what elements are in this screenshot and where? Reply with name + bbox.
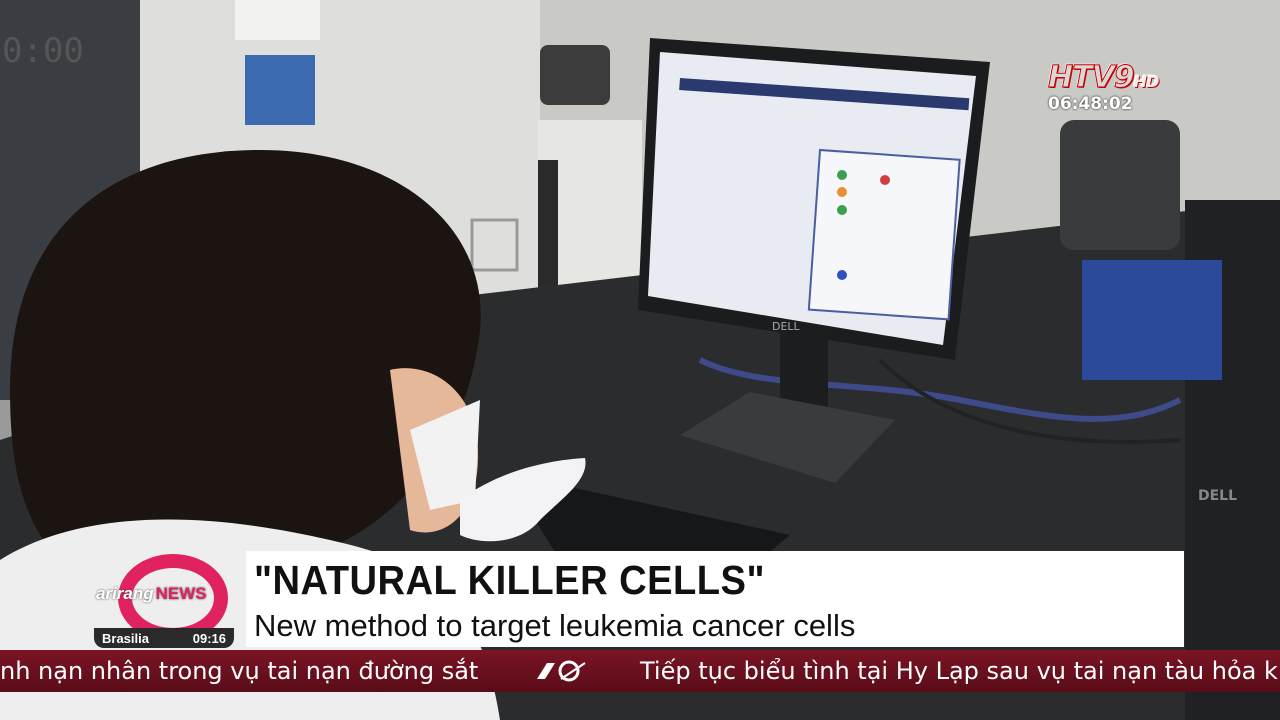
plate-well-green: [837, 170, 847, 180]
ticker-item: Tiếp tục biểu tình tại Hy Lạp sau vụ tai…: [640, 657, 1280, 685]
arirang-brand-name: arirang: [96, 584, 154, 603]
plate-well-blue: [837, 270, 847, 280]
ticker-item: nh nạn nhân trong vụ tai nạn đường sắt: [0, 657, 479, 685]
lower-third-caption: "NATURAL KILLER CELLS" New method to tar…: [246, 551, 1184, 647]
monitor-base: [680, 392, 895, 483]
instrument-side: [538, 160, 558, 300]
htv9-logo-text: HTV9: [1048, 60, 1136, 96]
lab-chair-back: [540, 45, 610, 105]
arirang-news-bug: arirang NEWS Brasilia 09:16: [92, 554, 242, 650]
news-ticker: nh nạn nhân trong vụ tai nạn đường sắt T…: [0, 650, 1280, 692]
plate-well-green-2: [837, 205, 847, 215]
keyboard: [535, 488, 790, 560]
channel-clock: 06:48:02: [1048, 94, 1133, 114]
lab-cables: [698, 357, 1182, 422]
lab-chair-right: [1060, 120, 1180, 250]
lab-cables-2: [878, 358, 1181, 444]
htv-ticker-separator-icon: [537, 660, 586, 682]
htv9-logo-suffix: HD: [1133, 72, 1160, 91]
analyzer-label: [235, 0, 320, 40]
monitor-brand: DELL: [772, 320, 801, 333]
news-bug-location-time: Brasilia 09:16: [94, 628, 234, 648]
caption-headline: "NATURAL KILLER CELLS": [254, 557, 765, 603]
person-gloved-hand: [460, 458, 586, 542]
lab-blue-device: [1082, 260, 1222, 380]
plate-well-red: [880, 175, 890, 185]
monitor-screen-header: [679, 78, 970, 111]
news-bug-time: 09:16: [192, 630, 226, 646]
plate-well-orange: [837, 187, 847, 197]
arirang-brand: arirang NEWS: [96, 584, 207, 604]
person-hair: [10, 150, 481, 560]
tower-brand: DELL: [1198, 488, 1237, 504]
caption-subhead: New method to target leukemia cancer cel…: [254, 608, 856, 643]
htv9-channel-logo: HTV9HD 06:48:02: [1046, 58, 1196, 116]
person-mask: [410, 400, 480, 510]
analyzer-blue-sticker: [245, 55, 315, 125]
arirang-program-name: NEWS: [155, 584, 207, 603]
htv9-logo-mark: HTV9HD: [1048, 60, 1160, 96]
cabinet-display-digits: 0:00: [2, 31, 84, 71]
analyzer-handle: [470, 218, 519, 272]
news-bug-city: Brasilia: [102, 630, 149, 646]
